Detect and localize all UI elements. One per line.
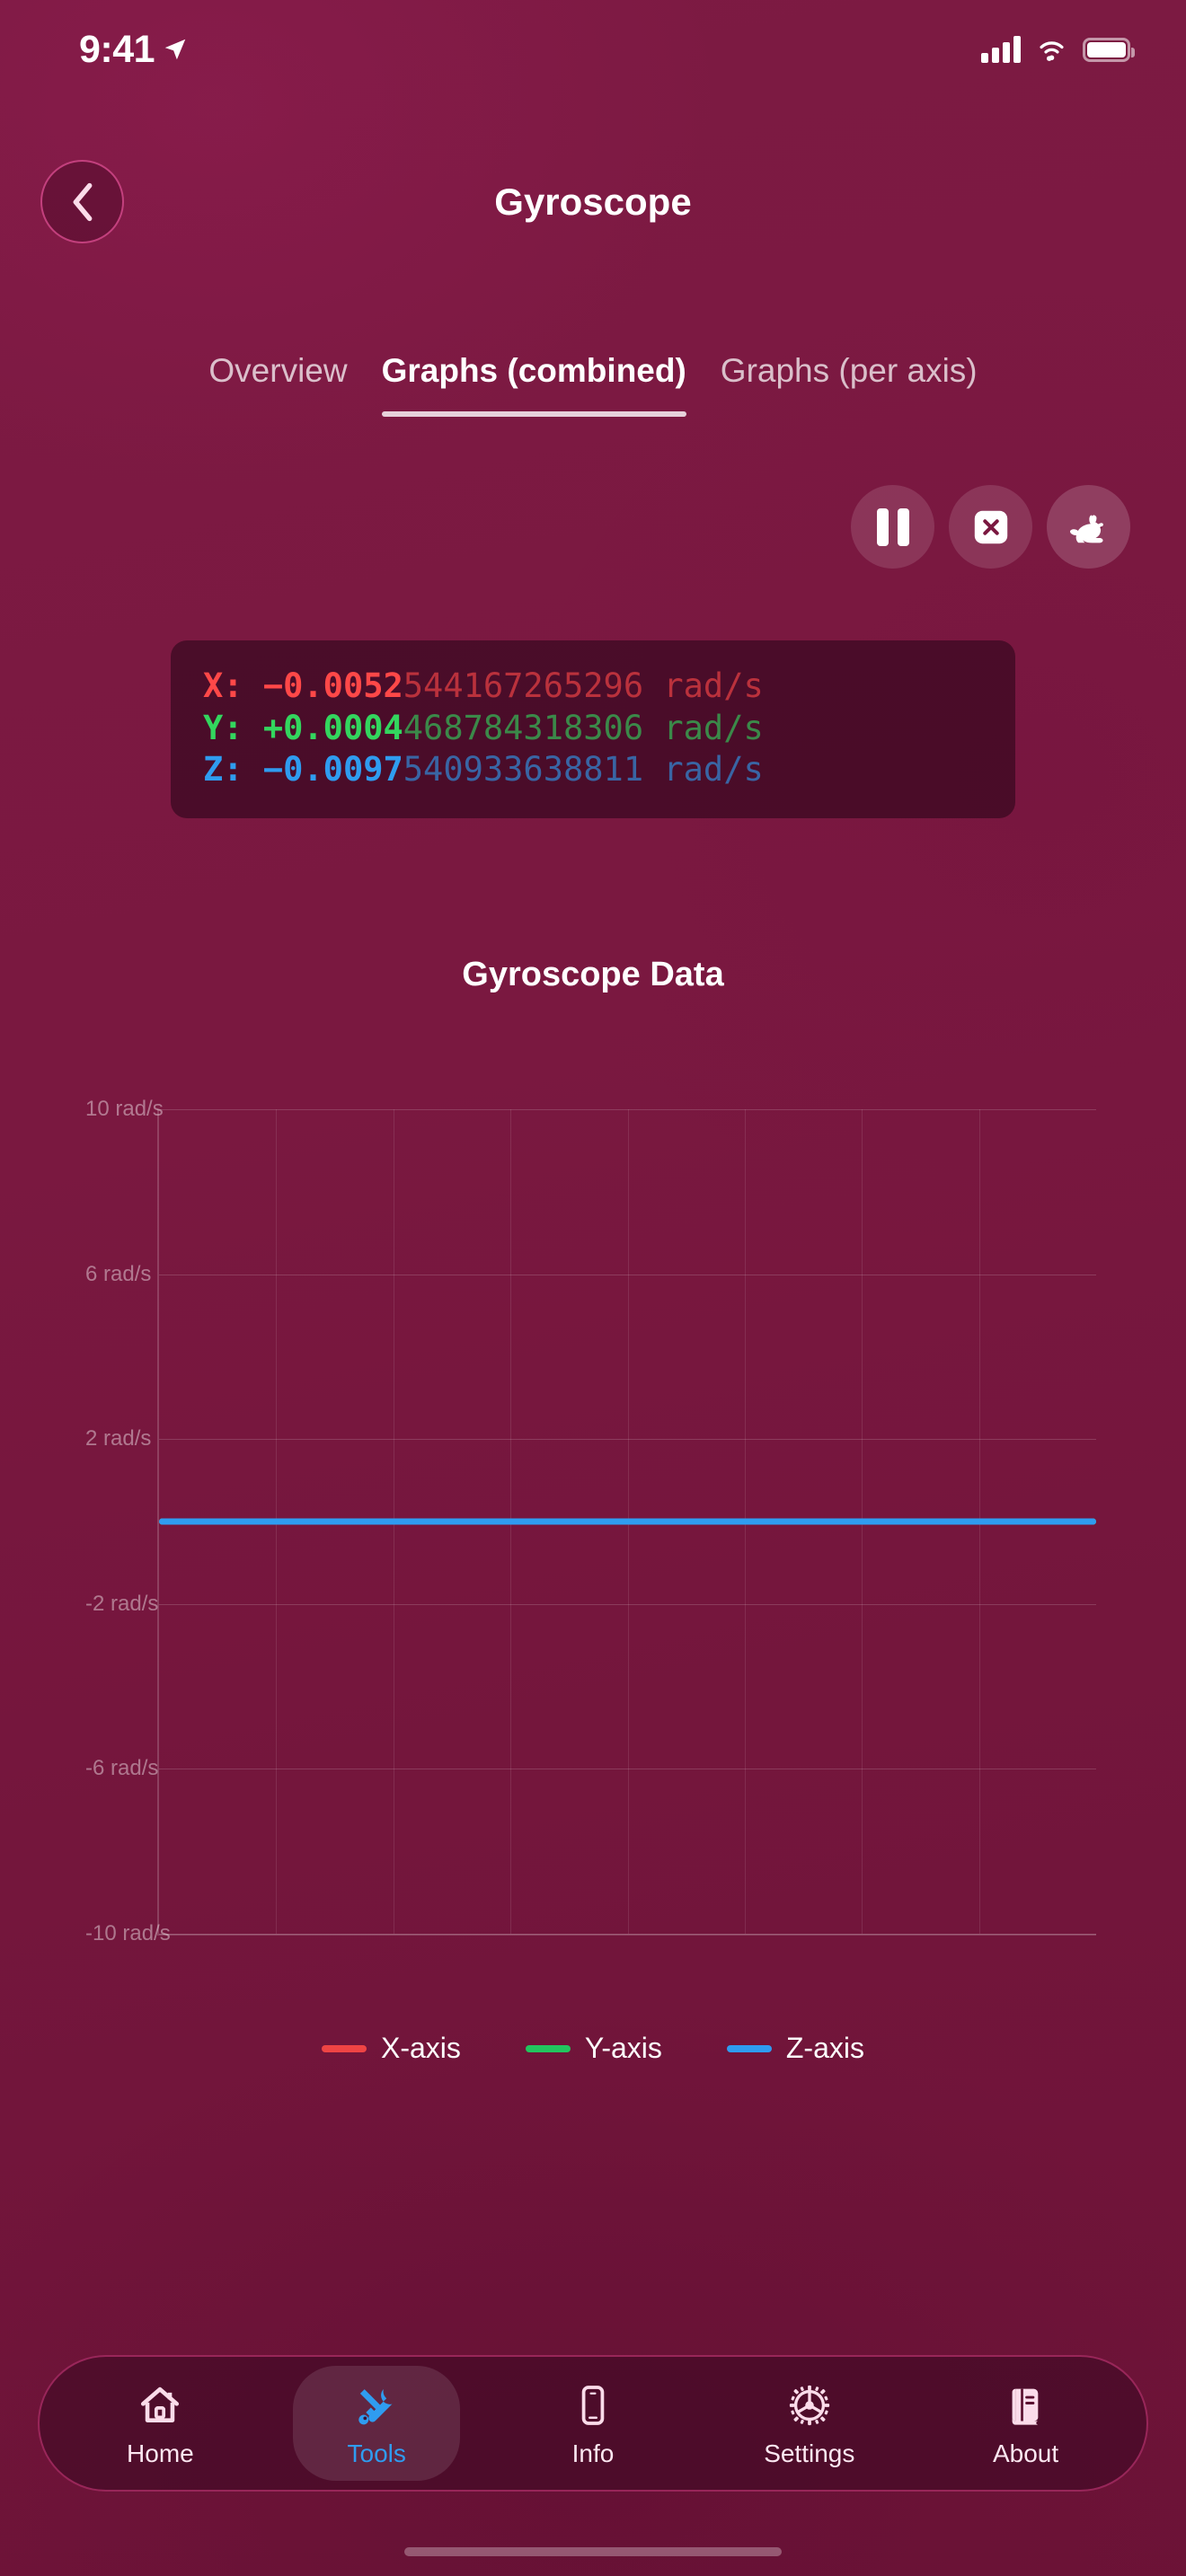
tab-overview[interactable]: Overview xyxy=(208,352,348,389)
speed-button[interactable] xyxy=(1047,485,1130,569)
legend-item: Y-axis xyxy=(525,2032,662,2065)
readout-z: Z: −0.0097540933638811 rad/s xyxy=(203,749,983,791)
nav-header: Gyroscope xyxy=(0,160,1186,259)
status-bar-time: 9:41 xyxy=(79,27,155,71)
readout-y-unit: rad/s xyxy=(643,708,764,747)
nav-item-info[interactable]: Info xyxy=(509,2366,677,2481)
nav-label-about: About xyxy=(992,2439,1059,2467)
legend-label: Z-axis xyxy=(785,2032,864,2064)
tab-graphs-combined[interactable]: Graphs (combined) xyxy=(381,352,686,417)
legend-swatch xyxy=(525,2044,571,2052)
readout-z-unit: rad/s xyxy=(643,750,764,790)
readout-z-lead: −0.0097 xyxy=(243,750,403,790)
chart-gridline-horizontal xyxy=(159,1603,1096,1605)
chart-plot-area: 10 rad/s 6 rad/s 2 rad/s -2 rad/s -6 rad/s -1… xyxy=(85,1097,1096,1945)
chart-y-tick-label: 2 rad/s xyxy=(85,1426,152,1451)
pause-icon xyxy=(876,507,909,546)
nav-label-info: Info xyxy=(571,2439,615,2467)
chart-series-line xyxy=(159,1518,1096,1525)
gyroscope-chart: 10 rad/s 6 rad/s 2 rad/s -2 rad/s -6 rad/s -1… xyxy=(81,1097,1096,1945)
chart-y-tick-label: 10 rad/s xyxy=(85,1097,164,1121)
chart-y-tick-label: 6 rad/s xyxy=(85,1261,152,1286)
legend-swatch xyxy=(726,2044,772,2052)
legend-swatch xyxy=(322,2044,367,2052)
tab-graphs-per-axis[interactable]: Graphs (per axis) xyxy=(720,352,978,389)
readout-x-lead: −0.0052 xyxy=(243,666,403,705)
status-bar-right xyxy=(981,36,1135,63)
back-button[interactable] xyxy=(40,160,124,243)
nav-label-settings: Settings xyxy=(764,2439,855,2467)
chart-y-tick-label: -6 rad/s xyxy=(85,1756,159,1781)
tools-icon xyxy=(353,2379,400,2431)
chevron-left-icon xyxy=(73,182,92,221)
location-arrow-icon xyxy=(164,39,186,60)
close-square-icon xyxy=(974,510,1007,543)
chart-gridline-horizontal xyxy=(159,1109,1096,1110)
nav-label-tools: Tools xyxy=(347,2439,406,2467)
status-bar-left: 9:41 xyxy=(79,28,189,72)
nav-item-about[interactable]: About xyxy=(943,2366,1110,2481)
home-indicator xyxy=(404,2547,782,2556)
chart-controls xyxy=(851,485,1130,569)
page-title: Gyroscope xyxy=(494,181,692,223)
legend-item: Z-axis xyxy=(726,2032,864,2065)
chart-gridline-horizontal xyxy=(159,1439,1096,1441)
readout-x-unit: rad/s xyxy=(643,666,764,705)
readout-z-tail: 540933638811 xyxy=(403,750,644,790)
nav-label-home: Home xyxy=(127,2439,194,2467)
status-bar: 9:41 xyxy=(0,0,1186,99)
book-icon xyxy=(1003,2379,1049,2431)
tab-bar: Overview Graphs (combined) Graphs (per a… xyxy=(0,352,1186,417)
readout-x-tail: 544167265296 xyxy=(403,666,644,705)
readout-y-tail: 468784318306 xyxy=(403,708,644,747)
chart-gridline-horizontal xyxy=(159,1934,1096,1935)
chart-legend: X-axis Y-axis Z-axis xyxy=(0,2032,1186,2065)
readout-y: Y: +0.0004468784318306 rad/s xyxy=(203,708,983,750)
readout-x-label: X: xyxy=(203,666,243,705)
pause-button[interactable] xyxy=(851,485,934,569)
gear-icon xyxy=(786,2379,833,2431)
readout-y-label: Y: xyxy=(203,708,243,747)
bottom-nav: Home Tools Info xyxy=(38,2355,1148,2492)
home-icon xyxy=(137,2379,183,2431)
phone-icon xyxy=(570,2379,616,2431)
clear-button[interactable] xyxy=(949,485,1032,569)
chart-y-tick-label: -2 rad/s xyxy=(85,1591,159,1616)
readout-z-label: Z: xyxy=(203,750,243,790)
battery-icon xyxy=(1083,37,1135,62)
chart-y-tick-label: -10 rad/s xyxy=(85,1921,171,1945)
nav-item-settings[interactable]: Settings xyxy=(726,2366,893,2481)
legend-label: Y-axis xyxy=(584,2032,662,2064)
legend-item: X-axis xyxy=(322,2032,461,2065)
nav-item-home[interactable]: Home xyxy=(76,2366,243,2481)
legend-label: X-axis xyxy=(381,2032,461,2064)
sensor-readout-panel: X: −0.0052544167265296 rad/s Y: +0.00044… xyxy=(171,640,1015,818)
nav-item-tools[interactable]: Tools xyxy=(293,2366,461,2481)
cellular-signal-icon xyxy=(981,36,1021,63)
wifi-icon xyxy=(1040,40,1064,61)
rabbit-icon xyxy=(1069,515,1103,543)
readout-x: X: −0.0052544167265296 rad/s xyxy=(203,666,983,708)
readout-y-lead: +0.0004 xyxy=(243,708,403,747)
chart-title: Gyroscope Data xyxy=(462,956,724,993)
